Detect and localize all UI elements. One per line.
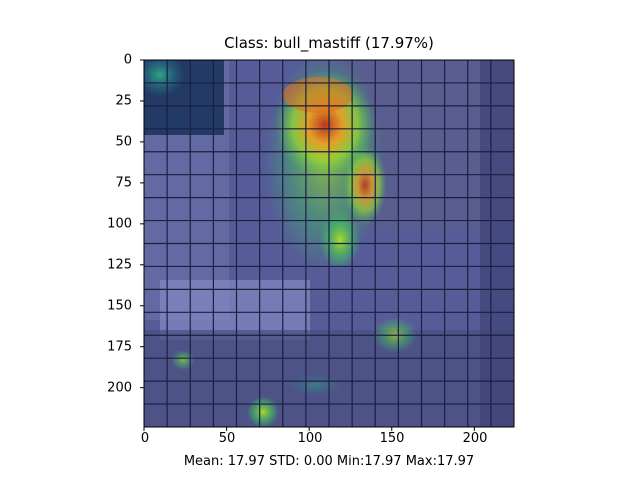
y-tick-label: 50 <box>115 134 132 150</box>
y-tick-label: 125 <box>107 257 132 273</box>
axes-frame <box>143 59 515 428</box>
x-tick-label: 100 <box>297 431 323 446</box>
x-tick-label: 150 <box>379 431 405 446</box>
y-tick-label: 175 <box>107 339 132 355</box>
figure-title: Class: bull_mastiff (17.97%) <box>224 34 434 52</box>
x-tick-label: 0 <box>140 431 150 446</box>
stats-line: Mean: 17.97 STD: 0.00 Min:17.97 Max:17.9… <box>183 454 475 469</box>
x-tick-label: 50 <box>218 431 236 446</box>
y-tick-label: 0 <box>123 52 132 68</box>
y-tick-label: 150 <box>107 298 132 314</box>
y-tick-label: 75 <box>115 175 132 191</box>
x-tick-label: 200 <box>462 431 488 446</box>
y-tick-label: 25 <box>115 93 132 109</box>
y-tick-label: 200 <box>107 380 132 396</box>
y-tick-label: 100 <box>107 216 132 232</box>
axis-ticks <box>140 59 475 431</box>
patch-grid <box>144 60 514 427</box>
image-area <box>144 60 514 427</box>
